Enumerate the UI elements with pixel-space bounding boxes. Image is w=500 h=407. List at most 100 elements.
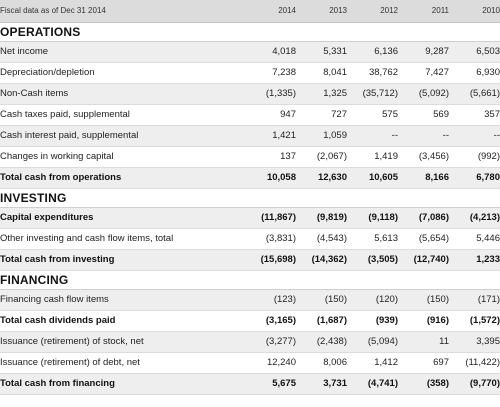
table-row: Non-Cash items (1,335) 1,325 (35,712) (5,092…: [0, 83, 500, 105]
table-row: Financing cash flow items (123) (150) (120)…: [0, 289, 500, 311]
table-row: Cash taxes paid, supplemental 947 727 575 56…: [0, 104, 500, 126]
cell-value: (1,335): [245, 83, 296, 105]
cell-value: 5,331: [296, 41, 347, 63]
cell-value: (3,831): [245, 228, 296, 250]
cell-value: --: [449, 125, 500, 147]
row-label: Other investing and cash flow items, tot…: [0, 228, 245, 250]
cash-flow-table: Fiscal data as of Dec 31 2014 2014 2013 …: [0, 0, 500, 395]
cell-value: 3,395: [449, 331, 500, 353]
cell-value: (5,094): [347, 331, 398, 353]
cell-value: (2,067): [296, 146, 347, 168]
cell-value: 6,780: [449, 167, 500, 189]
cell-value: (5,092): [398, 83, 449, 105]
cell-value: 8,041: [296, 62, 347, 84]
table-row: Changes in working capital 137 (2,067) 1,41…: [0, 146, 500, 168]
table-row: Total cash from operations 10,058 12,630 10…: [0, 167, 500, 189]
cell-value: (4,543): [296, 228, 347, 250]
cell-value: 10,605: [347, 167, 398, 189]
cell-value: 5,613: [347, 228, 398, 250]
cell-value: --: [347, 125, 398, 147]
table-row: Issuance (retirement) of debt, net 12,240…: [0, 352, 500, 374]
cell-value: 12,240: [245, 352, 296, 374]
row-label: Cash taxes paid, supplemental: [0, 104, 245, 126]
year-header-2012: 2012: [347, 0, 398, 23]
year-header-2010: 2010: [449, 0, 500, 23]
cell-value: 38,762: [347, 62, 398, 84]
cell-value: 6,930: [449, 62, 500, 84]
cell-value: (11,422): [449, 352, 500, 374]
cell-value: (150): [398, 289, 449, 311]
cell-value: 7,427: [398, 62, 449, 84]
cell-value: 569: [398, 104, 449, 126]
cell-value: (939): [347, 310, 398, 332]
cell-value: (11,867): [245, 207, 296, 229]
cell-value: 1,325: [296, 83, 347, 105]
cell-value: 575: [347, 104, 398, 126]
table-row: Total cash from investing (15,698) (14,362…: [0, 249, 500, 271]
year-header-2013: 2013: [296, 0, 347, 23]
row-label: Total cash from financing: [0, 373, 245, 395]
table-row: Capital expenditures (11,867) (9,819) (9,11…: [0, 207, 500, 229]
table-body: OPERATIONS Net income 4,018 5,331 6,136 9,287…: [0, 22, 500, 395]
cell-value: --: [398, 125, 449, 147]
cell-value: (916): [398, 310, 449, 332]
cell-value: 1,233: [449, 249, 500, 271]
cell-value: (3,165): [245, 310, 296, 332]
row-label: Cash interest paid, supplemental: [0, 125, 245, 147]
cell-value: (9,118): [347, 207, 398, 229]
table-row: Cash interest paid, supplemental 1,421 1,0…: [0, 125, 500, 147]
section-title: FINANCING: [0, 270, 500, 290]
row-label: Total cash from operations: [0, 167, 245, 189]
cell-value: (1,687): [296, 310, 347, 332]
cell-value: (358): [398, 373, 449, 395]
row-label: Changes in working capital: [0, 146, 245, 168]
cell-value: (5,654): [398, 228, 449, 250]
cell-value: 137: [245, 146, 296, 168]
cell-value: 8,166: [398, 167, 449, 189]
section-header-operations: OPERATIONS: [0, 22, 500, 42]
table-row: Depreciation/depletion 7,238 8,041 38,762 7,…: [0, 62, 500, 84]
table-row: Issuance (retirement) of stock, net (3,27…: [0, 331, 500, 353]
cell-value: 11: [398, 331, 449, 353]
cell-value: 357: [449, 104, 500, 126]
cell-value: (3,277): [245, 331, 296, 353]
section-title: INVESTING: [0, 188, 500, 208]
cell-value: 947: [245, 104, 296, 126]
cell-value: 1,412: [347, 352, 398, 374]
cell-value: (12,740): [398, 249, 449, 271]
cell-value: (123): [245, 289, 296, 311]
cell-value: 1,419: [347, 146, 398, 168]
cell-value: (9,770): [449, 373, 500, 395]
cell-value: 10,058: [245, 167, 296, 189]
row-label: Depreciation/depletion: [0, 62, 245, 84]
cell-value: (14,362): [296, 249, 347, 271]
table-header-row: Fiscal data as of Dec 31 2014 2014 2013 …: [0, 0, 500, 23]
cell-value: 4,018: [245, 41, 296, 63]
section-title: OPERATIONS: [0, 22, 500, 42]
cell-value: (3,505): [347, 249, 398, 271]
cell-value: (7,086): [398, 207, 449, 229]
table-row: Other investing and cash flow items, tot…: [0, 228, 500, 250]
cell-value: 9,287: [398, 41, 449, 63]
cell-value: (3,456): [398, 146, 449, 168]
cell-value: 697: [398, 352, 449, 374]
row-label: Total cash dividends paid: [0, 310, 245, 332]
table-row: Total cash from financing 5,675 3,731 (4,74…: [0, 373, 500, 395]
cell-value: 3,731: [296, 373, 347, 395]
cell-value: 5,675: [245, 373, 296, 395]
cell-value: 6,503: [449, 41, 500, 63]
cell-value: 12,630: [296, 167, 347, 189]
cell-value: (992): [449, 146, 500, 168]
cell-value: 6,136: [347, 41, 398, 63]
row-label: Issuance (retirement) of stock, net: [0, 331, 245, 353]
cell-value: (4,213): [449, 207, 500, 229]
row-label: Total cash from investing: [0, 249, 245, 271]
table-row: Net income 4,018 5,331 6,136 9,287 6,503: [0, 41, 500, 63]
cell-value: 7,238: [245, 62, 296, 84]
row-label: Issuance (retirement) of debt, net: [0, 352, 245, 374]
cell-value: 727: [296, 104, 347, 126]
year-header-2011: 2011: [398, 0, 449, 23]
row-label: Net income: [0, 41, 245, 63]
cell-value: (9,819): [296, 207, 347, 229]
cell-value: (15,698): [245, 249, 296, 271]
